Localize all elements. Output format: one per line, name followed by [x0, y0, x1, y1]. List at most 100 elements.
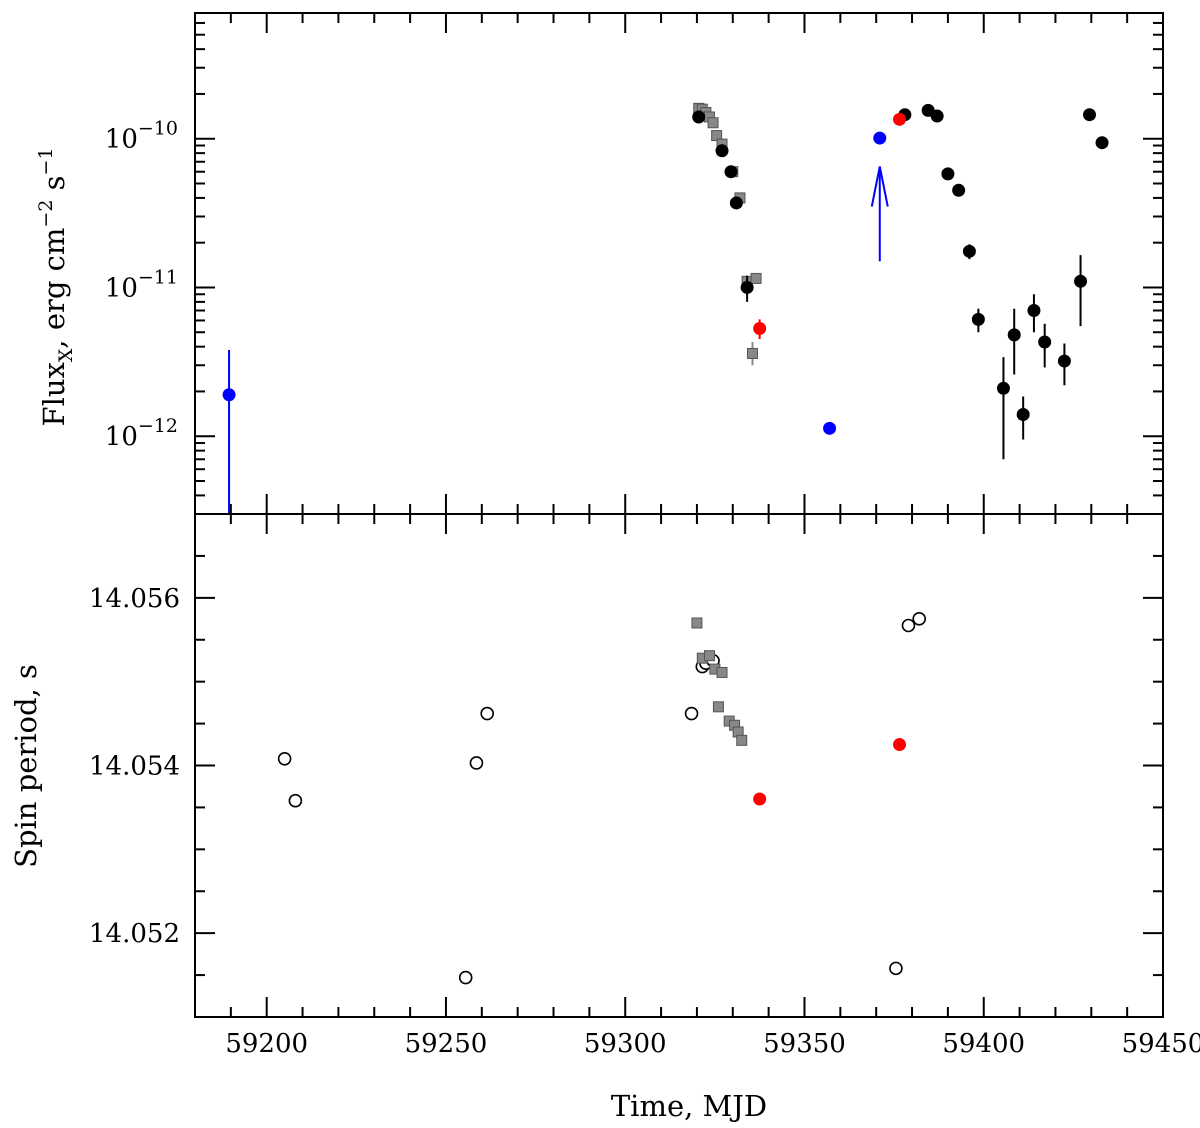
- circle-marker: [1095, 136, 1109, 150]
- data-point: [716, 666, 728, 678]
- circle-marker: [729, 196, 743, 210]
- y-tick-label: 14.052: [89, 919, 180, 949]
- square-marker: [736, 734, 748, 746]
- y-tick-label: 14.056: [89, 584, 180, 614]
- x-axis-layer: 59200 59250 59300 59350 59400 59450: [225, 1029, 1200, 1059]
- data-point: [277, 751, 292, 766]
- flux-ylabel-sup1: −2: [35, 200, 57, 228]
- y-tick-label-base: 10: [105, 273, 138, 303]
- data-point: [753, 792, 767, 806]
- y-tick-label: 10−12: [105, 415, 178, 452]
- data-point: [1016, 396, 1030, 440]
- open-circle-marker: [901, 618, 916, 633]
- y-tick-label-exp: −11: [138, 266, 178, 288]
- x-axis-title: Time, MJD: [611, 1089, 767, 1123]
- data-point: [889, 961, 903, 976]
- data-point: [222, 349, 236, 514]
- circle-marker: [962, 244, 976, 258]
- data-point: [703, 650, 715, 662]
- x-tick-label: 59450: [1122, 1029, 1200, 1059]
- circle-marker: [823, 421, 837, 435]
- data-point: [912, 611, 927, 626]
- square-marker: [703, 650, 715, 662]
- y-tick-label: 10−11: [105, 266, 178, 303]
- open-circle-marker: [288, 793, 303, 808]
- x-tick-label: 59300: [584, 1029, 667, 1059]
- data-point: [712, 701, 724, 713]
- circle-marker: [1007, 328, 1021, 342]
- flux-ylabel-sub: X: [55, 348, 77, 362]
- data-point: [753, 319, 767, 340]
- open-circle-marker: [889, 961, 903, 976]
- data-point: [1083, 108, 1097, 122]
- data-point: [707, 117, 719, 129]
- open-circle-marker: [912, 611, 927, 626]
- square-marker: [712, 701, 724, 713]
- y-tick-label-exp: −12: [138, 415, 178, 437]
- data-point: [1057, 343, 1071, 386]
- x-tick-label: 59250: [405, 1029, 488, 1059]
- data-point: [892, 112, 906, 126]
- flux-ylabel-main: Flux: [37, 362, 71, 426]
- x-tick-label: 59200: [225, 1029, 308, 1059]
- data-point: [458, 970, 473, 985]
- circle-marker: [692, 110, 706, 124]
- circle-marker: [1083, 108, 1097, 122]
- flux-ylabel-rest: , erg cm: [37, 228, 71, 349]
- data-point: [750, 272, 762, 284]
- circle-marker: [724, 165, 738, 179]
- data-point: [873, 131, 887, 145]
- data-point: [480, 706, 494, 721]
- y-tick-label-exp: −10: [138, 118, 178, 140]
- circle-marker: [1074, 274, 1088, 288]
- data-point: [823, 421, 837, 435]
- data-point: [952, 183, 966, 197]
- data-point: [469, 756, 484, 770]
- y-tick-label: 14.054: [89, 752, 180, 782]
- circle-marker: [930, 109, 944, 123]
- data-point: [684, 706, 699, 721]
- circle-marker: [740, 280, 754, 294]
- square-marker: [691, 617, 703, 629]
- panel-frame: [194, 513, 1164, 1018]
- open-circle-marker: [458, 970, 473, 985]
- circle-marker: [941, 167, 955, 181]
- spin-y-axis-title: Spin period, s: [9, 664, 43, 868]
- square-marker: [707, 117, 719, 129]
- circle-marker: [892, 112, 906, 126]
- circle-marker: [1038, 335, 1052, 349]
- spin-panel: 14.052 14.054 14.056: [89, 513, 1164, 1018]
- circle-marker: [996, 381, 1010, 395]
- square-marker: [716, 666, 728, 678]
- circle-marker: [873, 131, 887, 145]
- data-point: [691, 617, 703, 629]
- data-point: [724, 165, 738, 179]
- data-point: [962, 244, 976, 260]
- upper-limit-arrow: [870, 166, 889, 262]
- y-tick-label: 10−10: [105, 118, 178, 155]
- data-point: [692, 110, 706, 124]
- circle-marker: [753, 321, 767, 335]
- circle-marker: [1057, 354, 1071, 368]
- circle-marker: [222, 388, 236, 402]
- circle-marker: [715, 144, 729, 158]
- open-circle-marker: [684, 706, 699, 721]
- flux-ylabel-sup2: −1: [35, 147, 57, 175]
- data-point: [1007, 308, 1021, 375]
- data-point: [971, 308, 985, 333]
- y-tick-label-base: 10: [105, 125, 138, 155]
- data-point: [1074, 255, 1088, 327]
- data-point: [892, 738, 906, 752]
- circle-marker: [892, 738, 906, 752]
- circle-marker: [1027, 304, 1041, 318]
- open-circle-marker: [277, 751, 292, 766]
- data-point: [715, 144, 729, 158]
- data-point: [996, 357, 1010, 460]
- data-point: [1095, 136, 1109, 150]
- panel-frame: [194, 12, 1164, 515]
- flux-y-axis-title: FluxX, erg cm−2 s−1: [35, 147, 77, 426]
- open-circle-marker: [480, 706, 494, 721]
- data-point: [1038, 323, 1052, 368]
